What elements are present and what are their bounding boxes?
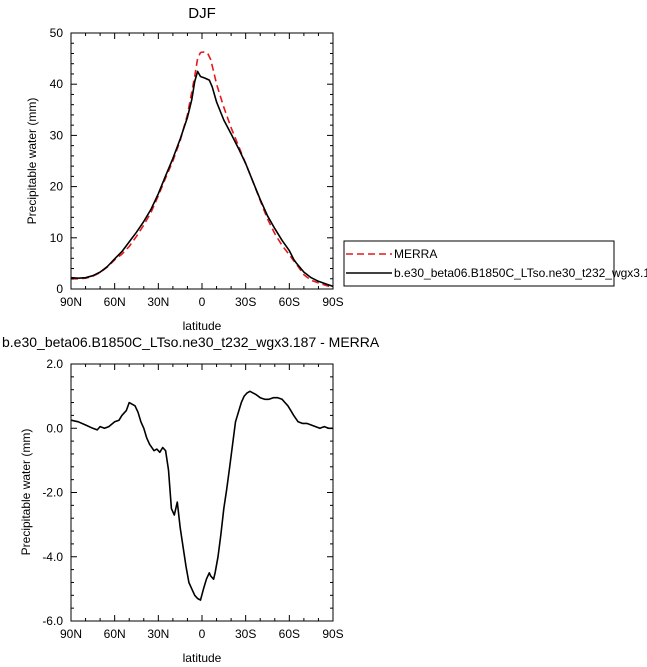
x-tick-label: 90S	[322, 295, 343, 309]
y-tick-label: -2.0	[42, 486, 63, 500]
panel-1-y-axis-label: Precipitable water (mm)	[25, 98, 39, 225]
legend-label-model: b.e30_beta06.B1850C_LTso.ne30_t232_wgx3.…	[394, 266, 647, 280]
series-line-difference	[71, 390, 333, 601]
legend-box	[343, 240, 615, 287]
y-tick-label: 0	[56, 282, 63, 296]
x-tick-label: 60N	[104, 627, 126, 641]
x-tick-label: 60S	[279, 627, 300, 641]
y-tick-label: -6.0	[42, 614, 63, 628]
y-tick-label: 2.0	[46, 357, 63, 371]
y-tick-label: 0.0	[46, 421, 63, 435]
panel-1-title: DJF	[188, 5, 216, 22]
y-tick-label: 40	[50, 77, 64, 91]
panel-2-plot-frame	[70, 363, 334, 622]
x-tick-label: 90S	[322, 627, 343, 641]
x-tick-label: 60S	[279, 295, 300, 309]
y-tick-label: -4.0	[42, 550, 63, 564]
x-tick-label: 30S	[235, 627, 256, 641]
legend: MERRA b.e30_beta06.B1850C_LTso.ne30_t232…	[343, 240, 647, 287]
panel-1: DJF 90N 60N 30N 0 30S 60S 90S 0 10 20 30 40 50 latit…	[25, 5, 344, 333]
panel-1-x-axis-label: latitude	[183, 319, 222, 333]
x-tick-label: 0	[199, 295, 206, 309]
x-tick-label: 0	[199, 627, 206, 641]
panel-2-x-axis-label: latitude	[183, 651, 222, 665]
panel-2: b.e30_beta06.B1850C_LTso.ne30_t232_wgx3.…	[2, 334, 380, 665]
series-line-b-e30-beta06-b1850c-ltso-ne30-t232-wgx3-187	[71, 70, 333, 288]
series-line-merra	[71, 51, 333, 289]
legend-label-merra: MERRA	[394, 247, 437, 261]
panel-1-plot-frame	[70, 32, 334, 290]
y-tick-label: 50	[50, 26, 64, 40]
x-tick-label: 60N	[104, 295, 126, 309]
x-tick-label: 90N	[60, 627, 82, 641]
x-tick-label: 30N	[147, 627, 169, 641]
y-tick-label: 20	[50, 180, 64, 194]
y-tick-label: 30	[50, 128, 64, 142]
y-tick-label: 10	[50, 231, 64, 245]
x-tick-label: 30S	[235, 295, 256, 309]
x-tick-label: 90N	[60, 295, 82, 309]
x-tick-label: 30N	[147, 295, 169, 309]
panel-2-y-axis-label: Precipitable water (mm)	[19, 429, 33, 556]
panel-2-title: b.e30_beta06.B1850C_LTso.ne30_t232_wgx3.…	[2, 334, 380, 350]
